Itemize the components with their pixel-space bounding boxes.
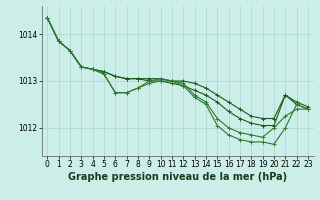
X-axis label: Graphe pression niveau de la mer (hPa): Graphe pression niveau de la mer (hPa) xyxy=(68,172,287,182)
